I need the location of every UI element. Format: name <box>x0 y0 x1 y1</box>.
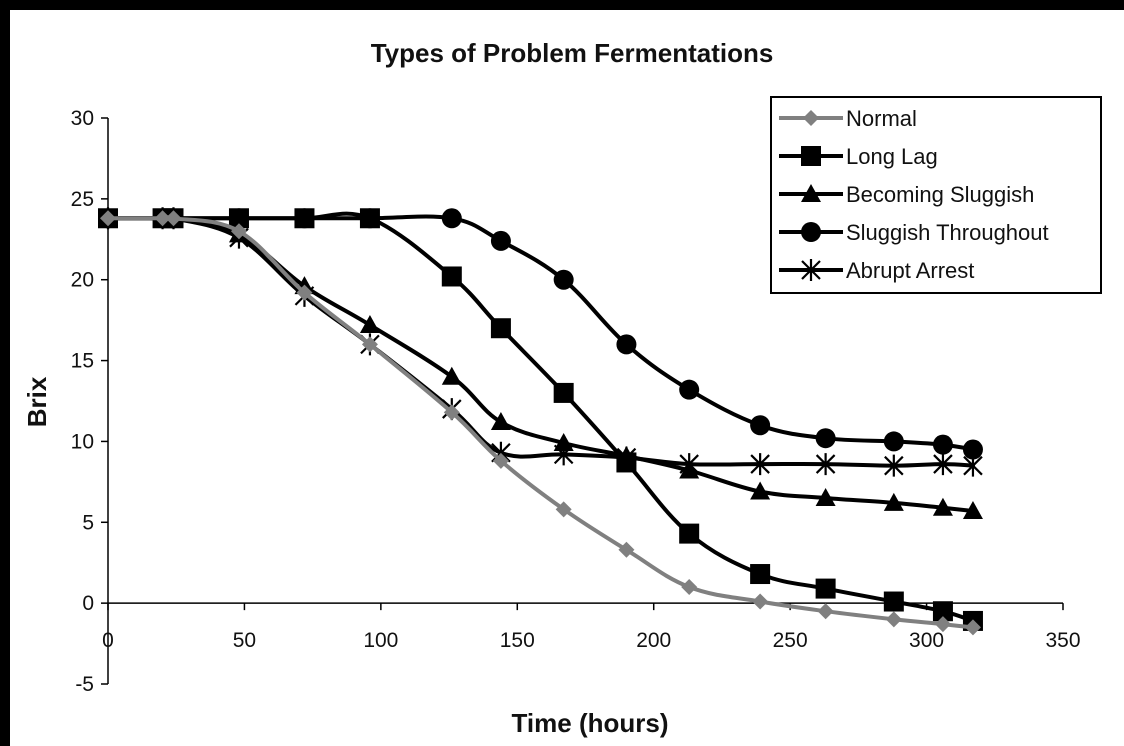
x-tick-label: 0 <box>102 629 114 652</box>
data-point-sluggish-throughout <box>616 334 636 354</box>
legend-label-becoming-sluggish: Becoming Sluggish <box>846 182 1034 207</box>
data-point-sluggish-throughout <box>933 435 953 455</box>
data-point-long-lag <box>750 564 770 584</box>
data-point-long-lag <box>884 592 904 612</box>
x-axis-label: Time (hours) <box>512 708 669 738</box>
y-tick-label: 20 <box>71 269 94 292</box>
data-point-long-lag <box>360 208 380 228</box>
y-tick-label: 5 <box>82 511 94 534</box>
y-tick-label: 25 <box>71 188 94 211</box>
x-tick-label: 100 <box>363 629 398 652</box>
x-tick-label: 300 <box>909 629 944 652</box>
data-point-normal <box>886 611 902 627</box>
legend: Normal Long Lag Becoming Sluggish Sluggish … <box>771 97 1101 293</box>
legend-item-long-lag: Long Lag <box>779 144 938 169</box>
x-tick-label: 250 <box>773 629 808 652</box>
data-point-long-lag <box>491 318 511 338</box>
data-point-sluggish-throughout <box>750 415 770 435</box>
data-point-long-lag <box>816 579 836 599</box>
legend-label-long-lag: Long Lag <box>846 144 938 169</box>
data-point-sluggish-throughout <box>963 440 983 460</box>
data-point-sluggish-throughout <box>816 428 836 448</box>
legend-label-normal: Normal <box>846 106 917 131</box>
y-axis-label: Brix <box>22 376 52 427</box>
legend-marker-long-lag <box>801 146 821 166</box>
y-tick-label: 30 <box>71 107 94 130</box>
data-point-sluggish-throughout <box>679 380 699 400</box>
x-tick-label: 350 <box>1045 629 1080 652</box>
legend-label-sluggish-throughout: Sluggish Throughout <box>846 220 1049 245</box>
y-tick-label: 15 <box>71 350 94 373</box>
data-point-long-lag <box>554 383 574 403</box>
chart-title: Types of Problem Fermentations <box>371 38 774 68</box>
data-point-long-lag <box>679 524 699 544</box>
data-point-sluggish-throughout <box>554 270 574 290</box>
data-point-becoming-sluggish <box>360 315 380 333</box>
data-point-long-lag <box>294 208 314 228</box>
data-point-normal <box>681 579 697 595</box>
data-point-sluggish-throughout <box>884 431 904 451</box>
legend-label-abrupt-arrest: Abrupt Arrest <box>846 258 974 283</box>
y-tick-label: -5 <box>75 673 94 696</box>
data-point-normal <box>752 594 768 610</box>
x-tick-label: 50 <box>233 629 256 652</box>
y-tick-label: 10 <box>71 430 94 453</box>
data-point-long-lag <box>442 266 462 286</box>
data-point-long-lag <box>616 452 636 472</box>
data-point-sluggish-throughout <box>442 208 462 228</box>
data-point-sluggish-throughout <box>491 231 511 251</box>
x-tick-label: 200 <box>636 629 671 652</box>
data-point-normal <box>818 603 834 619</box>
y-tick-label: 0 <box>82 592 94 615</box>
x-tick-label: 150 <box>500 629 535 652</box>
legend-marker-sluggish-throughout <box>801 222 821 242</box>
